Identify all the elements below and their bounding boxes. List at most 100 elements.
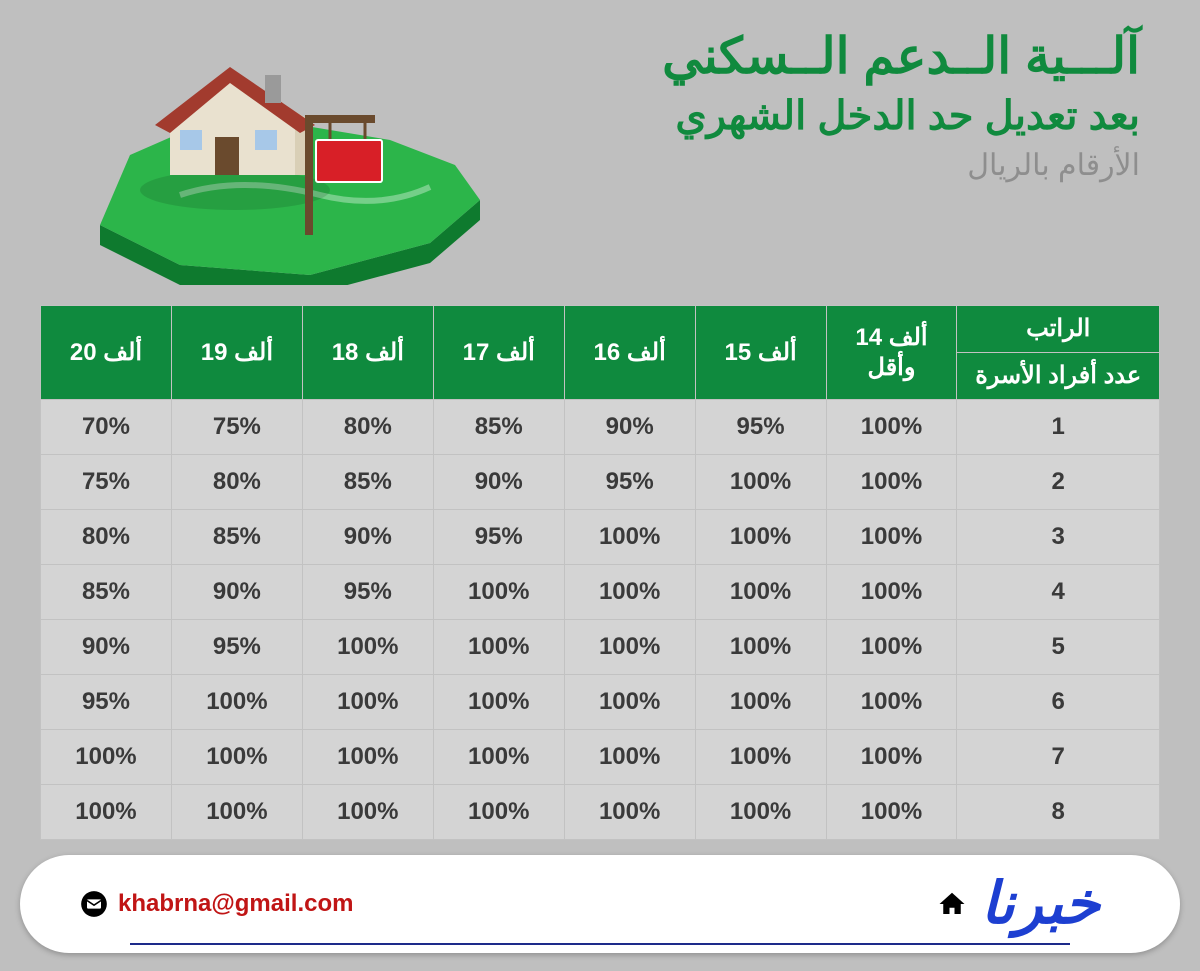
title-line-1: آلـــية الــدعم الــسكني (662, 25, 1140, 88)
pct-cell: 100% (826, 785, 957, 840)
pct-cell: 100% (826, 455, 957, 510)
table-row: 90% 95% 100% 100% 100% 100% 100% 5 (41, 620, 1160, 675)
pct-cell: 85% (41, 565, 172, 620)
map-house-illustration (60, 25, 490, 285)
pct-cell: 100% (695, 620, 826, 675)
family-cell: 3 (957, 510, 1160, 565)
table-row: 100% 100% 100% 100% 100% 100% 100% 8 (41, 785, 1160, 840)
header-titles: آلـــية الــدعم الــسكني بعد تعديل حد ال… (662, 25, 1140, 183)
pct-cell: 100% (564, 730, 695, 785)
pct-cell: 100% (695, 675, 826, 730)
pct-cell: 90% (564, 400, 695, 455)
support-table: 20 ألف 19 ألف 18 ألف 17 ألف 16 ألف 15 أل… (40, 305, 1160, 840)
pct-cell: 100% (41, 785, 172, 840)
table-row: 100% 100% 100% 100% 100% 100% 100% 7 (41, 730, 1160, 785)
pct-cell: 100% (433, 620, 564, 675)
col-header-salary: 14 ألف وأقل (826, 306, 957, 400)
pct-cell: 100% (826, 510, 957, 565)
pct-cell: 100% (695, 510, 826, 565)
col-header-salary: 20 ألف (41, 306, 172, 400)
table-header-row: 20 ألف 19 ألف 18 ألف 17 ألف 16 ألف 15 أل… (41, 306, 1160, 400)
pct-cell: 75% (171, 400, 302, 455)
table-row: 75% 80% 85% 90% 95% 100% 100% 2 (41, 455, 1160, 510)
col-header-salary: 19 ألف (171, 306, 302, 400)
table-row: 80% 85% 90% 95% 100% 100% 100% 3 (41, 510, 1160, 565)
pct-cell: 95% (302, 565, 433, 620)
pct-cell: 100% (826, 620, 957, 675)
col-header-salary: 17 ألف (433, 306, 564, 400)
pct-cell: 100% (826, 400, 957, 455)
header: آلـــية الــدعم الــسكني بعد تعديل حد ال… (0, 0, 1200, 305)
home-icon (937, 889, 967, 919)
pct-cell: 70% (41, 400, 172, 455)
pct-cell: 95% (695, 400, 826, 455)
table-row: 85% 90% 95% 100% 100% 100% 100% 4 (41, 565, 1160, 620)
brand-logo-text: خبرنا (981, 875, 1100, 933)
pct-cell: 95% (433, 510, 564, 565)
pct-cell: 100% (826, 730, 957, 785)
table-row: 95% 100% 100% 100% 100% 100% 100% 6 (41, 675, 1160, 730)
house-icon (155, 67, 315, 175)
pct-cell: 85% (171, 510, 302, 565)
house-shadow (140, 170, 330, 210)
pct-cell: 85% (433, 400, 564, 455)
pct-cell: 100% (302, 785, 433, 840)
pct-cell: 100% (302, 620, 433, 675)
right-header-top: الراتب (957, 306, 1159, 353)
pct-cell: 75% (41, 455, 172, 510)
col-header-family: الراتب عدد أفراد الأسرة (957, 306, 1160, 400)
pct-cell: 100% (171, 730, 302, 785)
right-header-bottom: عدد أفراد الأسرة (957, 353, 1159, 399)
pct-cell: 100% (695, 455, 826, 510)
col-header-salary: 18 ألف (302, 306, 433, 400)
col-header-salary: 15 ألف (695, 306, 826, 400)
pct-cell: 90% (302, 510, 433, 565)
pct-cell: 100% (564, 510, 695, 565)
col-header-salary: 16 ألف (564, 306, 695, 400)
pct-cell: 80% (171, 455, 302, 510)
pct-cell: 100% (302, 675, 433, 730)
pct-cell: 100% (564, 785, 695, 840)
pct-cell: 85% (302, 455, 433, 510)
pct-cell: 100% (433, 730, 564, 785)
family-cell: 2 (957, 455, 1160, 510)
pct-cell: 90% (433, 455, 564, 510)
pct-cell: 80% (302, 400, 433, 455)
email-block: khabrna@gmail.com (80, 890, 353, 918)
pct-cell: 100% (564, 675, 695, 730)
pct-cell: 90% (41, 620, 172, 675)
pct-cell: 100% (171, 675, 302, 730)
pct-cell: 100% (433, 675, 564, 730)
pct-cell: 100% (695, 785, 826, 840)
family-cell: 6 (957, 675, 1160, 730)
pct-cell: 100% (826, 675, 957, 730)
pct-cell: 95% (564, 455, 695, 510)
pct-cell: 90% (171, 565, 302, 620)
pct-cell: 100% (826, 565, 957, 620)
pct-cell: 100% (171, 785, 302, 840)
family-cell: 8 (957, 785, 1160, 840)
pct-cell: 95% (41, 675, 172, 730)
table-body: 70% 75% 80% 85% 90% 95% 100% 1 75% 80% 8… (41, 400, 1160, 840)
pct-cell: 95% (171, 620, 302, 675)
pct-cell: 100% (564, 565, 695, 620)
pct-cell: 100% (41, 730, 172, 785)
pct-cell: 100% (564, 620, 695, 675)
pct-cell: 100% (302, 730, 433, 785)
family-cell: 1 (957, 400, 1160, 455)
family-cell: 4 (957, 565, 1160, 620)
pct-cell: 100% (695, 730, 826, 785)
pct-cell: 100% (433, 565, 564, 620)
pct-cell: 80% (41, 510, 172, 565)
mail-icon (80, 890, 108, 918)
subtitle: الأرقام بالريال (662, 148, 1140, 183)
email-text: khabrna@gmail.com (118, 890, 353, 918)
footer-pill: خبرنا khabrna@gmail.com (20, 855, 1180, 953)
pct-cell: 100% (695, 565, 826, 620)
title-line-2: بعد تعديل حد الدخل الشهري (662, 88, 1140, 144)
family-cell: 5 (957, 620, 1160, 675)
brand-block: خبرنا (937, 875, 1100, 933)
support-table-wrap: 20 ألف 19 ألف 18 ألف 17 ألف 16 ألف 15 أل… (0, 305, 1200, 840)
table-row: 70% 75% 80% 85% 90% 95% 100% 1 (41, 400, 1160, 455)
pct-cell: 100% (433, 785, 564, 840)
